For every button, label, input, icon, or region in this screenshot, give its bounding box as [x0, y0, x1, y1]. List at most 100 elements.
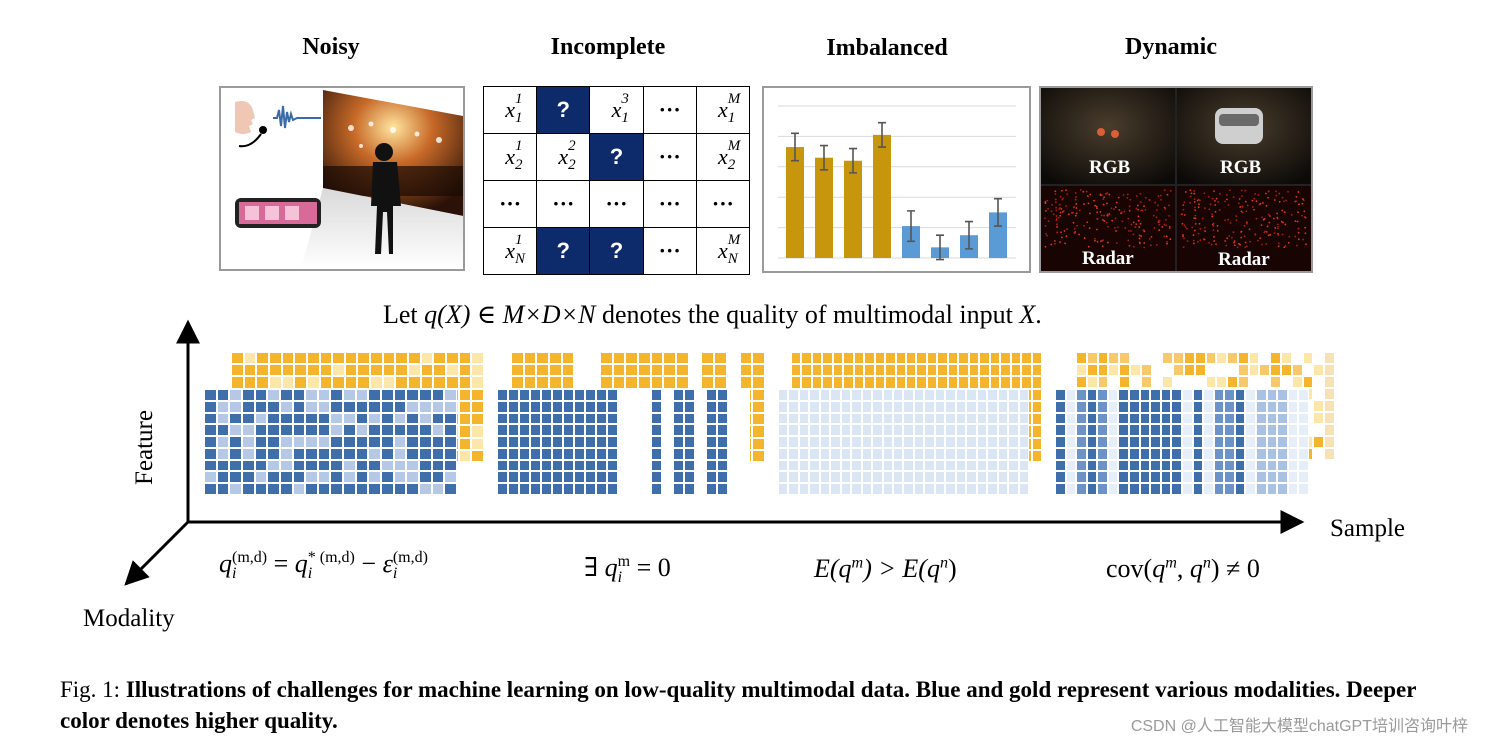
radar-point: [1139, 192, 1142, 195]
grid-cell: [608, 460, 617, 471]
grid-cell: [586, 390, 595, 400]
grid-cell: [445, 484, 456, 494]
grid-cell: [1246, 460, 1256, 471]
grid-cell: [524, 353, 536, 364]
radar-point: [1054, 242, 1056, 245]
radar-point: [1115, 242, 1118, 244]
grid-cell: [740, 377, 752, 388]
radar-point: [1228, 235, 1231, 237]
radar-point: [1227, 203, 1230, 206]
grid-cell: [1140, 460, 1150, 471]
grid-cell: [896, 353, 906, 364]
grid-cell: [718, 437, 727, 447]
grid-cell: [257, 365, 268, 376]
grid-cell: [268, 484, 279, 494]
radar-point: [1088, 227, 1091, 230]
grid-cell: [652, 460, 661, 471]
radar-point: [1207, 195, 1210, 198]
grid-cell: [509, 448, 518, 459]
grid-cell: [1130, 390, 1139, 400]
radar-point: [1211, 213, 1213, 216]
radar-point: [1184, 226, 1187, 228]
grid-cell: [1056, 437, 1065, 447]
radar-point: [1192, 242, 1195, 245]
grid-cell: [524, 365, 536, 376]
grid-cell: [702, 365, 714, 376]
grid-cell: [575, 437, 584, 447]
grid-cell: [564, 484, 573, 494]
grid-cell: [1172, 448, 1181, 459]
radar-point: [1182, 204, 1185, 206]
grid-cell: [1238, 377, 1248, 387]
grid-cell: [1011, 353, 1021, 364]
grid-cell: [862, 390, 872, 400]
grid-cell: [959, 377, 968, 388]
grid-cell: [1161, 448, 1171, 459]
grid-cell: [823, 353, 832, 364]
grid-cell: [371, 365, 382, 376]
grid-cell: [1087, 353, 1097, 363]
grid-cell: [715, 353, 726, 364]
grid-cell: [883, 484, 893, 494]
radar-point: [1056, 223, 1058, 226]
grid-cell: [1098, 413, 1107, 424]
grid-cell: [1009, 484, 1018, 494]
radar-point: [1157, 221, 1160, 224]
radar-point: [1078, 233, 1080, 236]
grid-cell: [280, 425, 292, 436]
grid-cell: [356, 401, 368, 412]
grid-cell: [1267, 484, 1277, 494]
grid-cell: [586, 401, 595, 412]
grid-cell: [1098, 472, 1107, 483]
grid-cell: [1193, 390, 1203, 400]
grid-cell: [1009, 472, 1018, 483]
grid-cell: [1299, 484, 1308, 494]
grid-cell: [1066, 413, 1076, 424]
grid-cell: [344, 437, 355, 447]
grid-cell: [268, 390, 279, 400]
grid-cell: [1032, 365, 1041, 376]
grid-cell: [651, 377, 663, 388]
radar-point: [1295, 195, 1298, 198]
grid-cell: [1204, 472, 1213, 483]
radar-point: [1194, 214, 1197, 217]
grid-cell: [509, 437, 518, 447]
grid-cell: [875, 353, 885, 364]
grid-cell: [946, 437, 955, 447]
grid-cell: [369, 460, 381, 471]
radar-point: [1107, 225, 1110, 228]
grid-cell: [894, 401, 903, 412]
grid-cell: [1032, 401, 1041, 413]
radar-point: [1244, 189, 1247, 192]
grid-cell: [998, 484, 1008, 494]
grid-cell: [753, 377, 764, 388]
grid-cell: [280, 390, 292, 400]
radar-point: [1168, 214, 1171, 217]
grid-cell: [1098, 460, 1107, 471]
radar-point: [1128, 205, 1131, 208]
grid-cell: [789, 460, 798, 471]
grid-cell: [886, 353, 895, 364]
grid-cell: [608, 484, 617, 494]
radar-point: [1083, 237, 1086, 239]
grid-cell: [1087, 484, 1097, 494]
grid-cell: [1314, 413, 1324, 423]
grid-cell: [852, 472, 861, 483]
grid-cell: [293, 390, 305, 400]
grid-cell: [1109, 377, 1119, 387]
chart-error-bar: [791, 132, 799, 162]
grid-cell: [1087, 425, 1097, 436]
grid-cell: [873, 484, 882, 494]
radar-point: [1135, 223, 1138, 226]
radar-point: [1129, 230, 1132, 232]
grid-cell: [980, 365, 989, 376]
grid-cell: [1325, 437, 1334, 447]
grid-cell: [1204, 390, 1213, 400]
radar-point: [1102, 219, 1104, 221]
grid-cell: [318, 413, 330, 424]
radar-point: [1123, 210, 1126, 213]
radar-point: [1103, 220, 1106, 222]
radar-point: [1137, 208, 1139, 211]
grid-cell: [1278, 472, 1287, 483]
